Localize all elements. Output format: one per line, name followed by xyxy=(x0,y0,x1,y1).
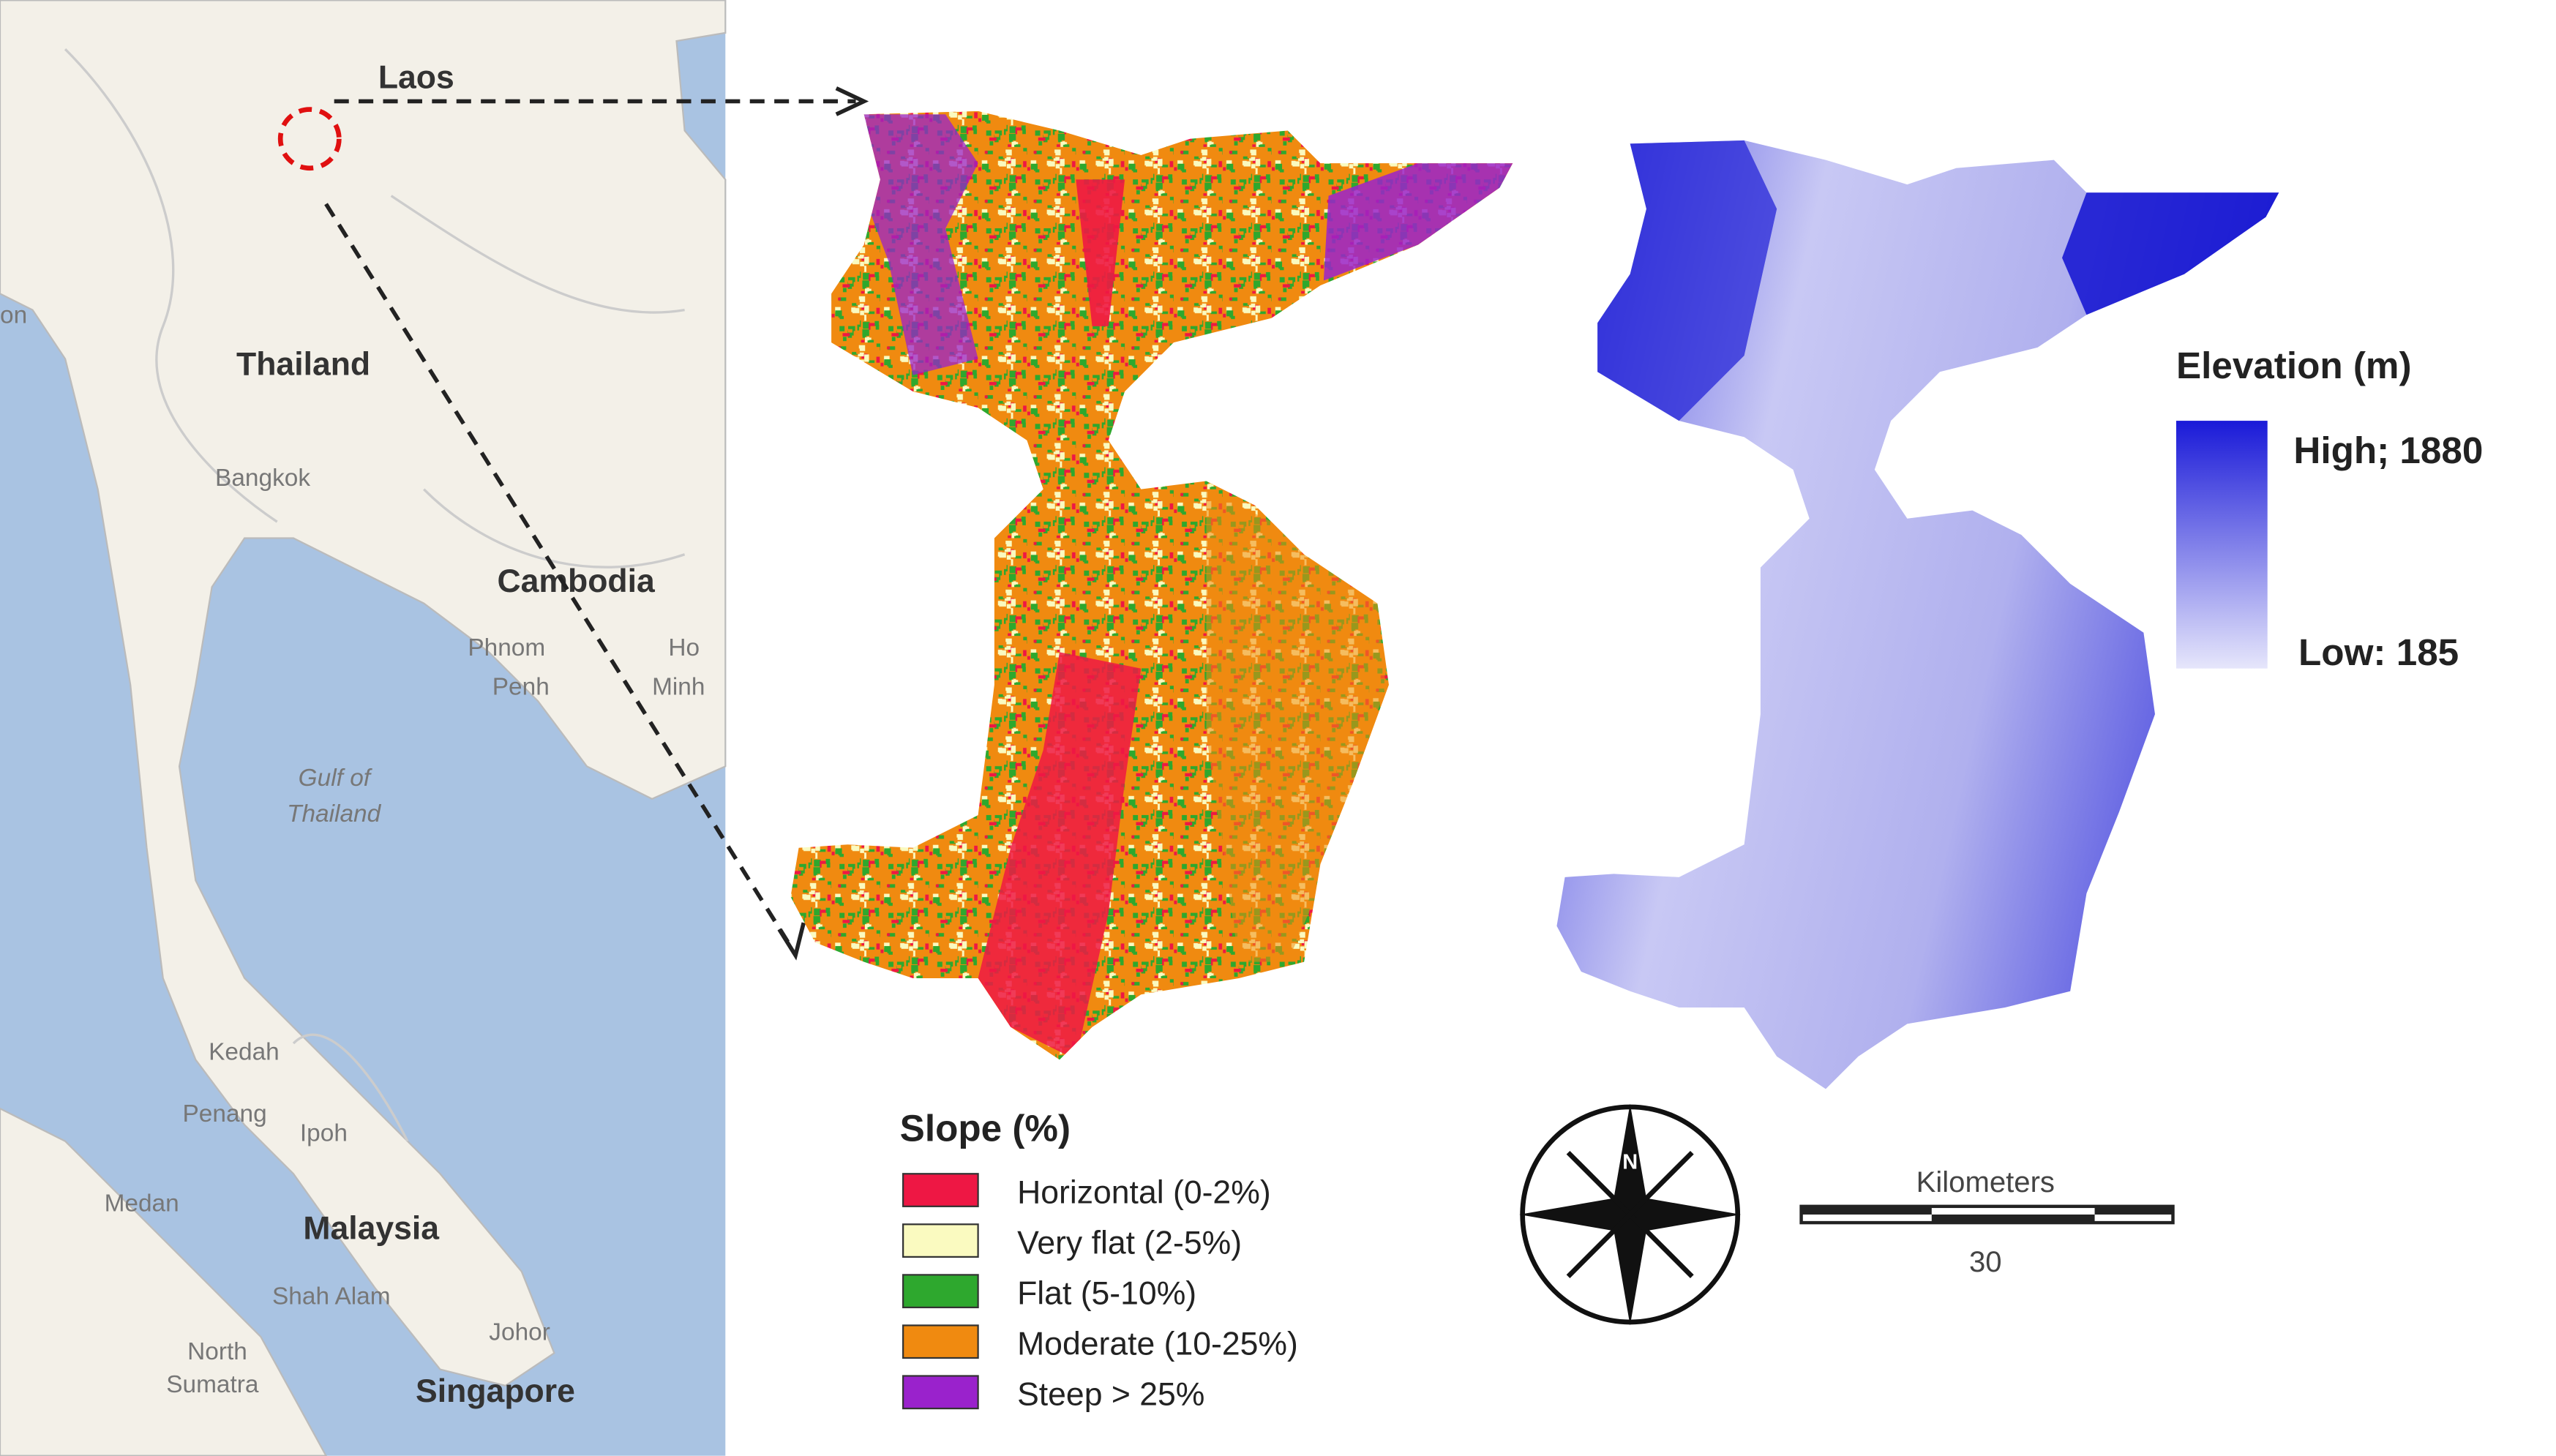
legend-title: Elevation (m) xyxy=(2176,345,2412,386)
map-label: Shah Alam xyxy=(272,1283,391,1310)
compass-label: N xyxy=(1622,1151,1638,1174)
land xyxy=(0,0,727,1387)
steep-zone xyxy=(863,114,978,375)
scale-unit: Kilometers xyxy=(1916,1166,2055,1198)
map-label: Malaysia xyxy=(303,1210,440,1246)
legend-label: Horizontal (0-2%) xyxy=(1017,1174,1271,1210)
horizontal-zone xyxy=(978,652,1142,1060)
orange-zone xyxy=(1206,489,1386,962)
elevation-map xyxy=(1556,140,2279,1089)
legend-swatch xyxy=(902,1173,979,1207)
slope-map xyxy=(790,110,1513,1060)
legend-label: Very flat (2-5%) xyxy=(1017,1225,1242,1261)
map-label: Johor xyxy=(489,1318,550,1346)
borders xyxy=(64,48,686,1142)
map-label: Thailand xyxy=(287,800,382,828)
map-label: Phnom xyxy=(468,634,545,661)
map-label: Minh xyxy=(652,673,705,700)
elevation-legend: Elevation (m) High; 1880 Low: 185 xyxy=(2175,345,2483,673)
map-label: Sumatra xyxy=(166,1371,259,1398)
legend-label: Flat (5-10%) xyxy=(1017,1275,1196,1311)
map-label: Gulf of xyxy=(299,765,373,792)
map-label: Penang xyxy=(183,1100,267,1127)
locator-map: Laos on Thailand Bangkok Cambodia Phnom … xyxy=(0,0,727,1456)
map-label: Singapore xyxy=(416,1373,575,1409)
legend-swatch xyxy=(902,1375,979,1410)
map-label: Laos xyxy=(378,60,454,96)
color-ramp xyxy=(2175,421,2268,669)
arrow-heads xyxy=(777,86,869,961)
compass: N xyxy=(1519,1103,1742,1326)
map-label: Kedah xyxy=(209,1038,280,1065)
scale-bar: Kilometers 30 xyxy=(1799,1166,2175,1278)
steep-zone xyxy=(1323,163,1513,281)
map-label: Ho xyxy=(668,634,700,661)
slope-legend: Slope (%) Horizontal (0-2%) Very flat (2-… xyxy=(900,1108,1298,1413)
map-label: Penh xyxy=(492,673,550,700)
legend-label: Steep > 25% xyxy=(1017,1377,1204,1413)
legend-swatch xyxy=(902,1274,979,1309)
highland xyxy=(1597,140,1777,421)
legend-label: Moderate (10-25%) xyxy=(1017,1326,1298,1362)
legend-swatch xyxy=(902,1223,979,1258)
study-area-marker xyxy=(277,107,342,171)
map-label: Thailand xyxy=(236,347,370,383)
arrows xyxy=(324,99,856,950)
legend-swatch xyxy=(902,1324,979,1359)
map-label: North xyxy=(187,1338,247,1365)
map-label: Cambodia xyxy=(497,563,656,599)
highland xyxy=(2062,192,2279,315)
legend-low: Low: 185 xyxy=(2298,631,2459,673)
map-label: on xyxy=(0,301,27,329)
map-label: Ipoh xyxy=(300,1120,348,1147)
scale-distance: 30 xyxy=(1969,1246,2002,1278)
legend-high: High; 1880 xyxy=(2293,429,2483,471)
map-label: Medan xyxy=(105,1190,179,1217)
sumatra xyxy=(0,1107,327,1456)
horizontal-zone xyxy=(1076,179,1125,326)
legend-title: Slope (%) xyxy=(900,1108,1071,1149)
map-label: Bangkok xyxy=(215,465,310,492)
